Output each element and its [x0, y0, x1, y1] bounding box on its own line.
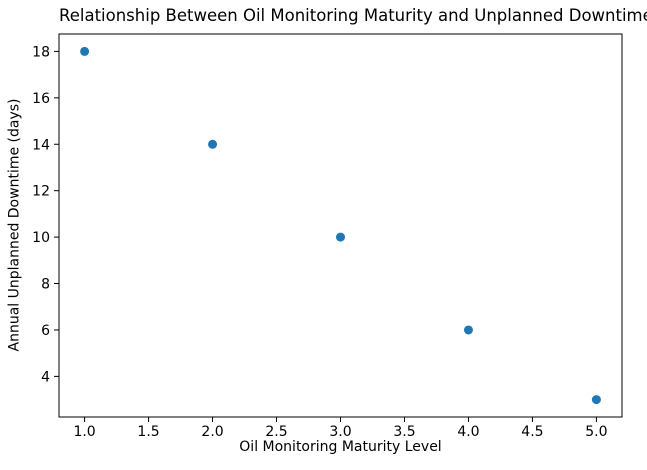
- data-point: [591, 395, 601, 405]
- x-tick-label: 2.5: [265, 424, 287, 440]
- x-tick-label: 4.0: [457, 424, 479, 440]
- x-tick-label: 1.0: [73, 424, 95, 440]
- x-axis-label: Oil Monitoring Maturity Level: [239, 439, 442, 455]
- axes-frame: [58, 33, 623, 418]
- x-tick-label: 5.0: [585, 424, 607, 440]
- x-tick-label: 2.0: [201, 424, 223, 440]
- data-point: [463, 325, 473, 335]
- data-point: [336, 232, 345, 242]
- y-tick-label: 4: [41, 369, 50, 385]
- y-tick-label: 10: [32, 230, 50, 246]
- y-tick-label: 14: [32, 137, 50, 153]
- chart-title: Relationship Between Oil Monitoring Matu…: [59, 6, 647, 25]
- data-point: [208, 139, 218, 149]
- y-tick-label: 16: [32, 91, 50, 107]
- y-tick-label: 12: [32, 184, 50, 200]
- x-tick-label: 3.5: [393, 424, 415, 440]
- y-tick-label: 8: [41, 277, 50, 293]
- x-tick-label: 4.5: [521, 424, 543, 440]
- x-tick-label: 3.0: [329, 424, 351, 440]
- y-tick-label: 6: [41, 323, 50, 339]
- y-tick-label: 18: [32, 44, 50, 60]
- data-point: [80, 46, 90, 56]
- x-tick-label: 1.5: [137, 424, 159, 440]
